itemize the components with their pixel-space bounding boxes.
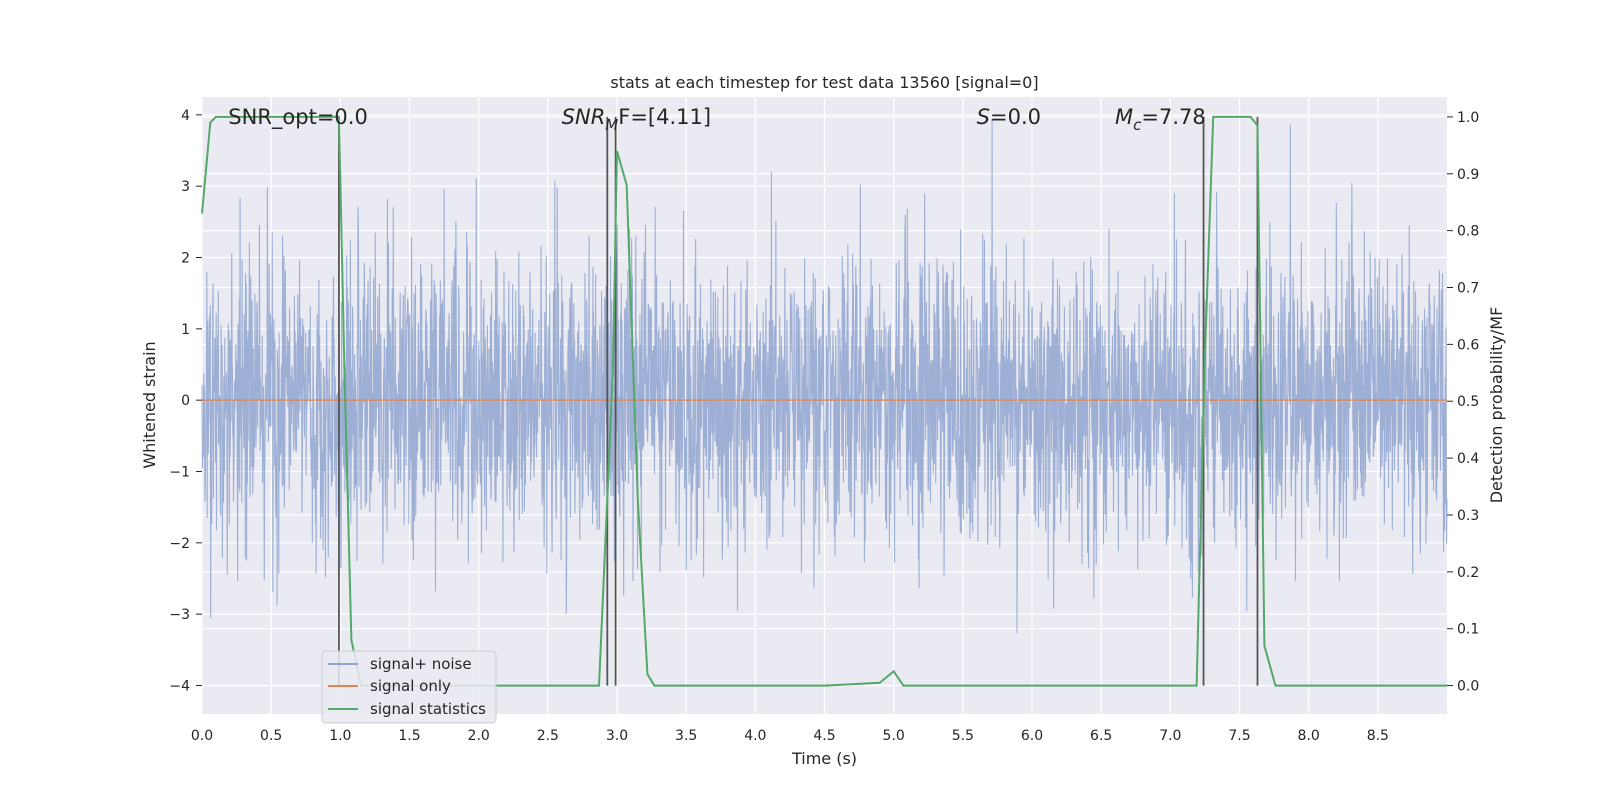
y-left-axis-ticks: −4 −3 −2 −1 0 1 2 3 4 xyxy=(169,108,202,694)
signal-noise-line xyxy=(201,119,1448,634)
annotation-s: S=0.0 xyxy=(977,105,1041,129)
annotation-snr-mf-sub: M xyxy=(605,116,618,134)
signal-statistics-line xyxy=(201,115,1447,687)
x-axis-ticks: 0.0 0.5 1.0 1.5 2.0 2.5 3.0 3.5 4.0 4.5 5.0 5.5 6.0 6… xyxy=(191,728,1389,744)
y-right-tick-label-9: 0.9 xyxy=(1457,167,1479,183)
annotation-mc-sub: c xyxy=(1133,116,1142,134)
y-left-tick-label-0: −4 xyxy=(169,678,190,694)
y-right-tick-label-4: 0.4 xyxy=(1457,451,1479,467)
x-axis-label: Time (s) xyxy=(791,749,857,768)
annotation-mc-tail: =7.78 xyxy=(1141,105,1205,129)
x-tick-label-2: 1.0 xyxy=(329,728,351,744)
x-tick-label-5: 2.5 xyxy=(537,728,559,744)
legend-label-signal-only: signal only xyxy=(370,677,451,695)
annotation-snr-mf-main: SNR xyxy=(562,105,606,129)
y-left-tick-label-6: 2 xyxy=(181,250,190,266)
x-tick-label-10: 5.0 xyxy=(883,728,905,744)
annotation-mc: Mc=7.78 xyxy=(1115,105,1206,134)
y-left-tick-label-8: 4 xyxy=(181,108,190,124)
y-right-axis-label: Detection probability/MF xyxy=(1487,307,1506,504)
y-right-tick-label-7: 0.7 xyxy=(1457,281,1479,297)
x-tick-label-17: 8.5 xyxy=(1367,728,1389,744)
annotation-snr-mf-tail: F=[4.11] xyxy=(618,105,711,129)
y-left-tick-label-4: 0 xyxy=(181,393,190,409)
y-right-axis-ticks: 0.0 0.1 0.2 0.3 0.4 0.5 0.6 0.7 0.8 0.9 1.0 xyxy=(1447,110,1479,695)
chart-title: stats at each timestep for test data 135… xyxy=(610,73,1038,92)
x-tick-label-15: 7.5 xyxy=(1228,728,1250,744)
legend-label-signal-noise: signal+ noise xyxy=(370,655,472,673)
annotation-mc-main: M xyxy=(1115,105,1133,129)
x-tick-label-6: 3.0 xyxy=(606,728,628,744)
x-tick-label-4: 2.0 xyxy=(468,728,490,744)
y-right-tick-label-8: 0.8 xyxy=(1457,224,1479,240)
annotation-snr-opt: SNR_opt=0.0 xyxy=(228,105,368,130)
x-tick-label-16: 8.0 xyxy=(1298,728,1320,744)
y-left-tick-label-3: −1 xyxy=(169,464,190,480)
x-tick-label-11: 5.5 xyxy=(952,728,974,744)
y-right-tick-label-10: 1.0 xyxy=(1457,110,1479,126)
x-tick-label-7: 3.5 xyxy=(675,728,697,744)
y-right-tick-label-6: 0.6 xyxy=(1457,337,1479,353)
annotations: SNR_opt=0.0 SNRMF=[4.11] S=0.0 Mc=7.78 xyxy=(228,105,1205,134)
y-right-tick-label-1: 0.1 xyxy=(1457,622,1479,638)
y-right-tick-label-2: 0.2 xyxy=(1457,565,1479,581)
x-tick-label-9: 4.5 xyxy=(813,728,835,744)
legend-box xyxy=(321,650,497,724)
x-tick-label-14: 7.0 xyxy=(1159,728,1181,744)
y-left-tick-label-1: −3 xyxy=(169,607,190,623)
y-left-axis-label: Whitened strain xyxy=(140,341,159,468)
annotation-s-tail: =0.0 xyxy=(990,105,1041,129)
x-tick-label-3: 1.5 xyxy=(398,728,420,744)
x-tick-label-1: 0.5 xyxy=(260,728,282,744)
signal-noise-series xyxy=(201,119,1448,634)
y-right-tick-label-5: 0.5 xyxy=(1457,394,1479,410)
y-right-tick-label-0: 0.0 xyxy=(1457,679,1479,695)
legend-label-signal-statistics: signal statistics xyxy=(370,700,486,718)
x-tick-label-0: 0.0 xyxy=(191,728,213,744)
x-tick-label-13: 6.5 xyxy=(1090,728,1112,744)
annotation-snr-mf: SNRMF=[4.11] xyxy=(562,105,711,134)
x-tick-label-12: 6.0 xyxy=(1021,728,1043,744)
annotation-s-main: S xyxy=(977,105,990,129)
signal-statistics-series xyxy=(201,115,1447,687)
x-tick-label-8: 4.0 xyxy=(744,728,766,744)
y-right-tick-label-3: 0.3 xyxy=(1457,508,1479,524)
y-left-tick-label-7: 3 xyxy=(181,179,190,195)
y-left-tick-label-5: 1 xyxy=(181,322,190,338)
y-left-tick-label-2: −2 xyxy=(169,536,190,552)
legend: signal+ noise signal only signal statist… xyxy=(321,650,497,724)
